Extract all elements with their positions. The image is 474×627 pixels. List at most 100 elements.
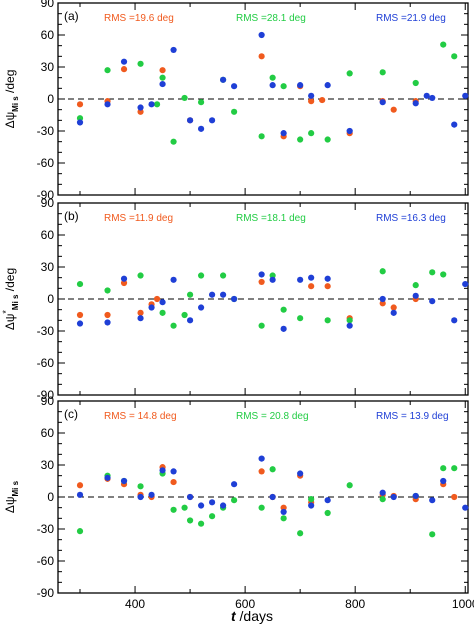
x-tick-label: 400 (125, 597, 145, 611)
point-blue (137, 493, 144, 501)
panel-2: -90 -60 -30 0 30 60 90 (b) RMS =11.9 deg RMS =18.… (1, 196, 469, 402)
point-blue (186, 117, 194, 124)
point-blue (346, 322, 353, 329)
point-green (170, 322, 177, 329)
y-axis-label-main: Δψ (3, 314, 17, 331)
point-orange (153, 295, 161, 303)
point-green (346, 317, 353, 324)
point-blue (379, 99, 386, 106)
point-blue (104, 101, 111, 108)
point-orange (104, 311, 111, 319)
point-blue (197, 502, 205, 509)
point-blue (148, 491, 155, 498)
point-green (346, 70, 353, 77)
point-orange (170, 478, 177, 486)
point-blue (258, 271, 265, 278)
point-blue (462, 280, 469, 288)
x-tick-label: 1000 (452, 597, 474, 611)
point-green (137, 60, 144, 67)
point-blue (208, 117, 216, 124)
point-blue (429, 497, 436, 504)
point-green (181, 311, 188, 319)
y-tick-label: 30 (41, 60, 55, 74)
point-green (153, 101, 161, 108)
point-green (137, 483, 144, 490)
point-green (451, 465, 458, 472)
point-blue (280, 508, 287, 516)
x-tick-label: 800 (345, 597, 365, 611)
x-axis-label-unit: /days (236, 608, 273, 624)
point-blue (76, 119, 84, 126)
point-blue (148, 304, 155, 311)
point-blue (462, 504, 469, 511)
point-blue (186, 493, 194, 501)
point-green (297, 315, 304, 322)
point-green (412, 79, 419, 87)
point-blue (429, 298, 436, 305)
point-green (324, 136, 331, 143)
point-orange (76, 311, 84, 319)
point-blue (269, 82, 276, 89)
point-blue (208, 291, 216, 298)
point-green (308, 130, 315, 137)
point-orange (76, 482, 84, 489)
y-tick-label: 0 (47, 490, 54, 504)
point-green (269, 74, 276, 81)
y-tick-label: -90 (37, 188, 55, 202)
y-tick-label: -30 (37, 124, 55, 138)
point-green (231, 497, 238, 504)
point-green (429, 531, 436, 538)
point-blue (412, 100, 419, 107)
point-blue (231, 481, 238, 488)
point-blue (297, 276, 304, 283)
point-orange (120, 66, 128, 73)
point-blue (346, 127, 353, 135)
point-green (412, 282, 419, 289)
point-green (231, 108, 238, 115)
point-blue (159, 299, 166, 306)
y-tick-label: 60 (41, 228, 55, 242)
y-axis-label-main: Δψ (3, 112, 17, 129)
point-blue (280, 325, 287, 332)
point-green (76, 115, 84, 122)
point-blue (220, 76, 227, 83)
rms-label-blue: RMS =21.9 deg (376, 13, 446, 24)
y-axis-label-sub: Mi s (11, 96, 20, 112)
point-blue (324, 497, 331, 504)
point-blue (231, 295, 238, 303)
point-blue (308, 502, 315, 509)
point-green (159, 74, 166, 81)
y-tick-label: -90 (37, 388, 55, 402)
point-orange (319, 96, 326, 104)
point-blue (379, 489, 386, 496)
point-green (324, 317, 331, 324)
series-orange (76, 53, 419, 140)
y-axis-label: Δψ*Mi s /deg (1, 268, 20, 330)
point-green (197, 99, 205, 106)
point-blue (451, 121, 458, 128)
rms-label-green: RMS = 20.8 deg (236, 411, 309, 422)
series-green (76, 465, 458, 538)
point-green (269, 272, 276, 279)
point-orange (258, 468, 265, 475)
point-green (346, 482, 353, 489)
point-orange (280, 504, 287, 511)
y-tick-label: 30 (41, 458, 55, 472)
point-green (379, 69, 386, 76)
rms-label-green: RMS =28.1 deg (236, 13, 306, 24)
point-blue (220, 502, 227, 509)
rms-label-blue: RMS =16.3 deg (376, 213, 446, 224)
point-orange (308, 283, 315, 290)
point-green (258, 133, 265, 140)
point-green (104, 67, 111, 74)
series-blue (76, 31, 469, 137)
point-blue (231, 83, 238, 90)
point-blue (170, 468, 177, 475)
point-blue (76, 320, 84, 327)
point-blue (324, 275, 331, 282)
point-blue (451, 317, 458, 324)
y-tick-label: -90 (37, 586, 55, 600)
point-green (258, 504, 265, 511)
point-orange (390, 106, 397, 113)
point-blue (462, 92, 469, 99)
